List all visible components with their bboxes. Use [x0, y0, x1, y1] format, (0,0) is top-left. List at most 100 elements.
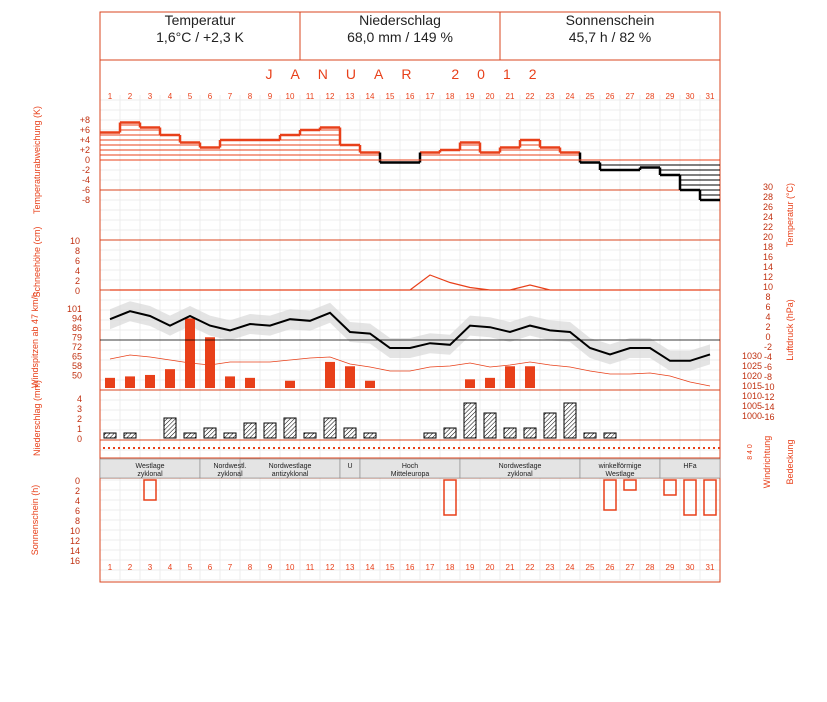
precip-series: [103, 402, 617, 439]
winddir-dot: [713, 447, 715, 449]
day-label-bottom: 3: [148, 563, 153, 572]
precip-tick: 3: [77, 404, 82, 414]
winddir-dot: [103, 447, 105, 449]
weather-type-label: Mitteleuropa: [391, 471, 430, 478]
sun-bar: [663, 479, 677, 496]
winddir-dot: [143, 447, 145, 449]
winddir-dot: [523, 447, 525, 449]
winddir-dot: [648, 447, 650, 449]
precip-bar: [583, 432, 597, 439]
precip-tick: 0: [77, 434, 82, 444]
day-label-top: 11: [306, 92, 315, 101]
winddir-dot: [263, 447, 265, 449]
winddir-dot: [683, 447, 685, 449]
winddir-dot: [643, 447, 645, 449]
snow-line: [110, 274, 710, 291]
day-label-top: 27: [626, 92, 635, 101]
wind-axis-label: Windspitzen ab 47 km/h: [30, 292, 40, 388]
winddir-dot: [168, 447, 170, 449]
day-label-top: 5: [188, 92, 193, 101]
precip-tick: 1: [77, 424, 82, 434]
precip-bar: [223, 432, 237, 439]
winddir-dot: [233, 447, 235, 449]
wind-bar: [125, 376, 135, 388]
chart-frame: [99, 11, 721, 583]
winddir-dot: [663, 447, 665, 449]
winddir-dot: [488, 447, 490, 449]
day-label-bottom: 12: [326, 563, 335, 572]
winddir-dot: [403, 447, 405, 449]
winddir-dot: [343, 447, 345, 449]
weather-type-label: zyklonal: [217, 471, 243, 478]
snow-axis-label: Schneehöhe (cm): [32, 226, 42, 297]
winddir-dot: [668, 447, 670, 449]
day-label-bottom: 30: [686, 563, 695, 572]
sun-tick: 4: [75, 496, 80, 506]
winddir-dot: [178, 447, 180, 449]
sun-tick: 8: [75, 516, 80, 526]
precip-tick: 4: [77, 394, 82, 404]
winddir-dot: [613, 447, 615, 449]
winddir-dot: [248, 447, 250, 449]
winddir-dot: [388, 447, 390, 449]
precip-bar: [303, 432, 317, 439]
snow-tick: 0: [75, 286, 80, 296]
day-label-bottom: 31: [706, 563, 715, 572]
day-label-bottom: 4: [168, 563, 173, 572]
wind-bar: [485, 377, 495, 388]
day-label-top: 19: [466, 92, 475, 101]
day-label-bottom: 14: [366, 563, 375, 572]
winddir-dot: [288, 447, 290, 449]
day-label-top: 31: [706, 92, 715, 101]
winddir-dot: [688, 447, 690, 449]
winddir-dot: [658, 447, 660, 449]
winddir-dot: [353, 447, 355, 449]
pressure-line: [109, 310, 711, 362]
day-label-bottom: 9: [268, 563, 273, 572]
precip-bar: [543, 412, 557, 439]
precip-bar: [423, 432, 437, 439]
winddir-dot: [493, 447, 495, 449]
winddir-dot: [538, 447, 540, 449]
day-label-bottom: 8: [248, 563, 253, 572]
day-label-top: 9: [268, 92, 273, 101]
day-label-bottom: 22: [526, 563, 535, 572]
sun-tick: 12: [70, 536, 80, 546]
winddir-dot: [628, 447, 630, 449]
sun-tick: 2: [75, 486, 80, 496]
winddir-dot: [578, 447, 580, 449]
winddir-dot: [393, 447, 395, 449]
winddir-dot: [418, 447, 420, 449]
winddir-dot: [428, 447, 430, 449]
day-label-top: 20: [486, 92, 495, 101]
precip-bar: [283, 417, 297, 439]
weather-type-box: [659, 458, 721, 479]
wind-tick: 58: [72, 361, 82, 371]
temp-right-tick: -12: [761, 392, 774, 402]
winddir-dot: [398, 447, 400, 449]
day-label-top: 30: [686, 92, 695, 101]
winddir-dot: [213, 447, 215, 449]
weather-type-label: HFa: [683, 463, 696, 470]
wind-bar: [285, 380, 295, 388]
winddir-dot: [483, 447, 485, 449]
precip-bar: [123, 432, 137, 439]
winddir-dot: [638, 447, 640, 449]
day-label-top: 6: [208, 92, 213, 101]
pressure-band: [110, 301, 710, 371]
sun-bar: [703, 479, 717, 516]
winddir-dot: [698, 447, 700, 449]
day-label-bottom: 16: [406, 563, 415, 572]
winddir-dot: [373, 447, 375, 449]
sun-tick: 0: [75, 476, 80, 486]
weather-type-label: Nordwestl.: [213, 463, 246, 470]
header-temperature-label: Temperatur: [164, 12, 236, 28]
precip-bar: [263, 422, 277, 439]
day-label-top: 8: [248, 92, 253, 101]
winddir-dot: [243, 447, 245, 449]
header-sunshine: Sonnenschein 45,7 h / 82 %: [500, 12, 720, 60]
precip-axis-label: Niederschlag (mm): [32, 380, 42, 456]
header-sunshine-label: Sonnenschein: [565, 12, 655, 28]
header-precipitation-value: 68,0 mm / 149 %: [347, 29, 453, 45]
temp-right-tick: -2: [764, 342, 772, 352]
